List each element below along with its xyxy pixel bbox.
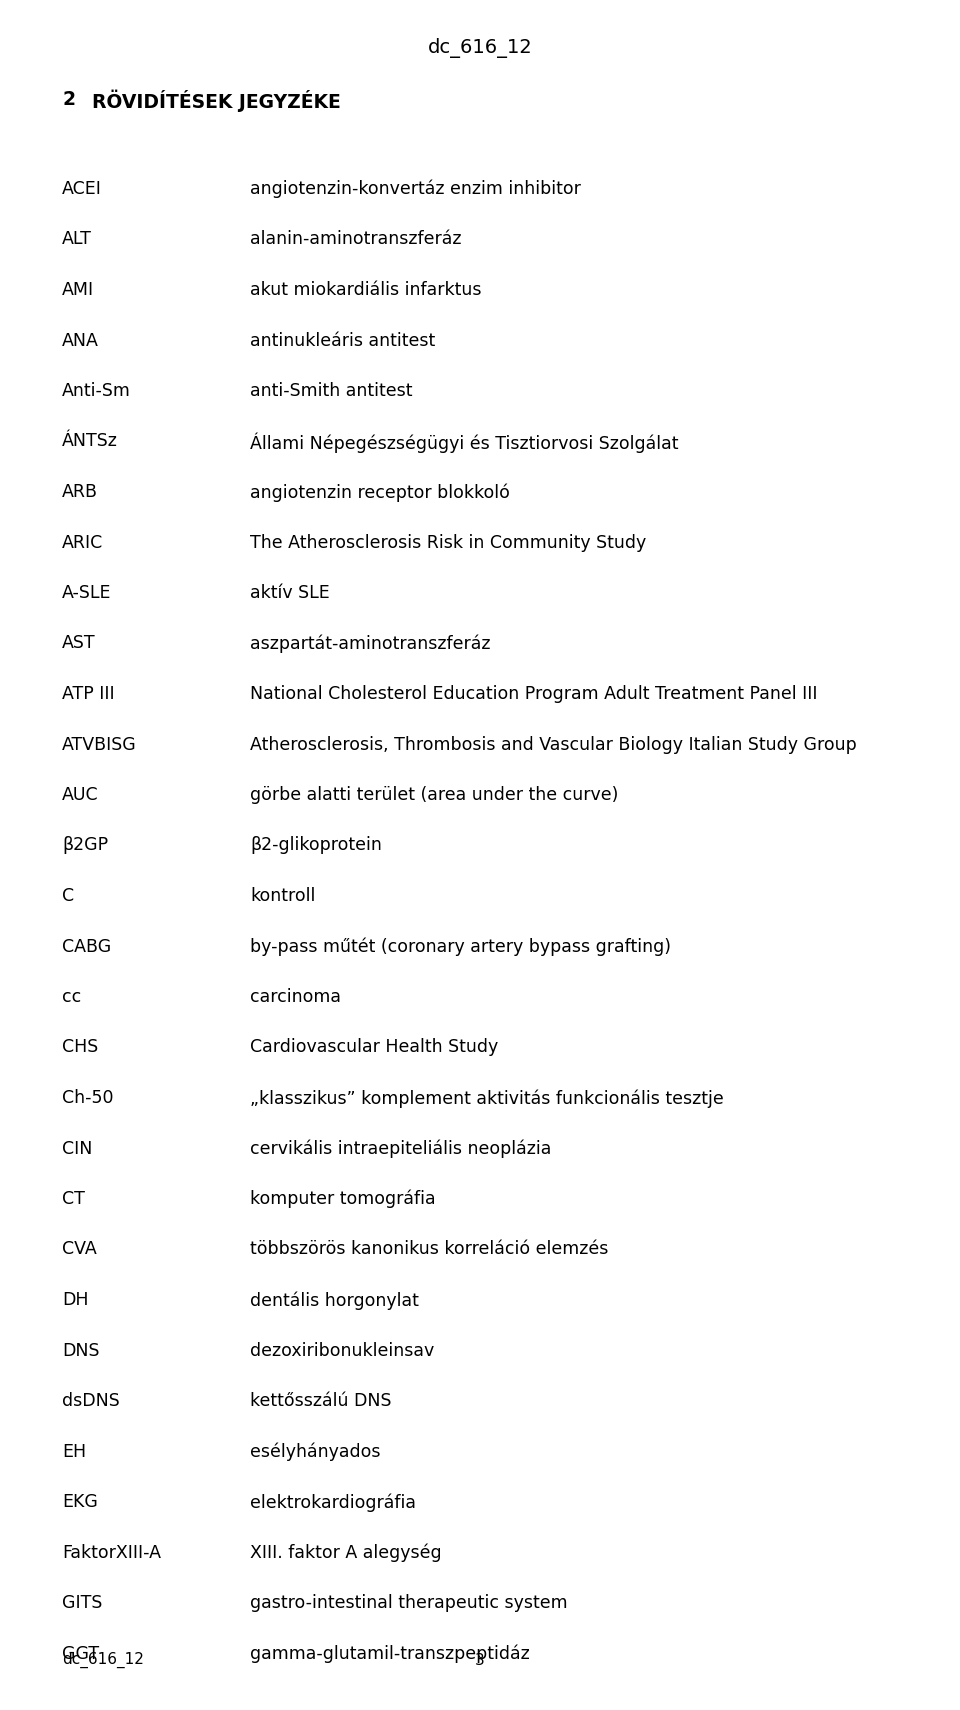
Text: ATVBISG: ATVBISG bbox=[62, 735, 136, 754]
Text: anti-Smith antitest: anti-Smith antitest bbox=[250, 381, 413, 400]
Text: aszpartát-aminotranszferáz: aszpartát-aminotranszferáz bbox=[250, 634, 491, 653]
Text: elektrokardiográfia: elektrokardiográfia bbox=[250, 1493, 416, 1512]
Text: dezoxiribonukleinsav: dezoxiribonukleinsav bbox=[250, 1342, 434, 1359]
Text: CHS: CHS bbox=[62, 1038, 98, 1057]
Text: görbe alatti terület (area under the curve): görbe alatti terület (area under the cur… bbox=[250, 787, 618, 804]
Text: dc_616_12: dc_616_12 bbox=[62, 1652, 144, 1667]
Text: dsDNS: dsDNS bbox=[62, 1392, 120, 1411]
Text: kontroll: kontroll bbox=[250, 887, 316, 905]
Text: 3: 3 bbox=[475, 1654, 485, 1667]
Text: Anti-Sm: Anti-Sm bbox=[62, 381, 131, 400]
Text: C: C bbox=[62, 887, 74, 905]
Text: ATP III: ATP III bbox=[62, 686, 114, 703]
Text: Cardiovascular Health Study: Cardiovascular Health Study bbox=[250, 1038, 498, 1057]
Text: angiotenzin receptor blokkoló: angiotenzin receptor blokkoló bbox=[250, 482, 510, 501]
Text: CIN: CIN bbox=[62, 1139, 92, 1158]
Text: GITS: GITS bbox=[62, 1594, 103, 1613]
Text: antinukleáris antitest: antinukleáris antitest bbox=[250, 332, 435, 349]
Text: CT: CT bbox=[62, 1190, 84, 1207]
Text: gastro-intestinal therapeutic system: gastro-intestinal therapeutic system bbox=[250, 1594, 567, 1613]
Text: „klasszikus” komplement aktivitás funkcionális tesztje: „klasszikus” komplement aktivitás funkci… bbox=[250, 1089, 724, 1108]
Text: cc: cc bbox=[62, 988, 82, 1005]
Text: by-pass műtét (coronary artery bypass grafting): by-pass műtét (coronary artery bypass gr… bbox=[250, 937, 671, 956]
Text: kettősszálú DNS: kettősszálú DNS bbox=[250, 1392, 392, 1411]
Text: cervikális intraepiteliális neoplázia: cervikális intraepiteliális neoplázia bbox=[250, 1139, 551, 1158]
Text: A-SLE: A-SLE bbox=[62, 585, 111, 602]
Text: CABG: CABG bbox=[62, 937, 111, 956]
Text: dc_616_12: dc_616_12 bbox=[427, 38, 533, 58]
Text: The Atherosclerosis Risk in Community Study: The Atherosclerosis Risk in Community St… bbox=[250, 534, 646, 552]
Text: ARIC: ARIC bbox=[62, 534, 104, 552]
Text: AUC: AUC bbox=[62, 787, 99, 804]
Text: FaktorXIII-A: FaktorXIII-A bbox=[62, 1544, 161, 1561]
Text: esélyhányados: esélyhányados bbox=[250, 1443, 380, 1460]
Text: ALT: ALT bbox=[62, 231, 92, 248]
Text: National Cholesterol Education Program Adult Treatment Panel III: National Cholesterol Education Program A… bbox=[250, 686, 818, 703]
Text: CVA: CVA bbox=[62, 1240, 97, 1259]
Text: Atherosclerosis, Thrombosis and Vascular Biology Italian Study Group: Atherosclerosis, Thrombosis and Vascular… bbox=[250, 735, 856, 754]
Text: angiotenzin-konvertáz enzim inhibitor: angiotenzin-konvertáz enzim inhibitor bbox=[250, 180, 581, 198]
Text: EH: EH bbox=[62, 1443, 86, 1460]
Text: AMI: AMI bbox=[62, 280, 94, 299]
Text: β2-glikoprotein: β2-glikoprotein bbox=[250, 836, 382, 855]
Text: ANA: ANA bbox=[62, 332, 99, 349]
Text: dentális horgonylat: dentális horgonylat bbox=[250, 1291, 419, 1310]
Text: GGT: GGT bbox=[62, 1645, 99, 1662]
Text: komputer tomográfia: komputer tomográfia bbox=[250, 1190, 436, 1209]
Text: β2GP: β2GP bbox=[62, 836, 108, 855]
Text: aktív SLE: aktív SLE bbox=[250, 585, 329, 602]
Text: Ch-50: Ch-50 bbox=[62, 1089, 113, 1106]
Text: RÖVIDÍTÉSEK JEGYZÉKE: RÖVIDÍTÉSEK JEGYZÉKE bbox=[92, 91, 341, 113]
Text: gamma-glutamil-transzpeptidáz: gamma-glutamil-transzpeptidáz bbox=[250, 1645, 530, 1664]
Text: DNS: DNS bbox=[62, 1342, 100, 1359]
Text: EKG: EKG bbox=[62, 1493, 98, 1512]
Text: ACEI: ACEI bbox=[62, 180, 102, 198]
Text: XIII. faktor A alegység: XIII. faktor A alegység bbox=[250, 1544, 442, 1561]
Text: carcinoma: carcinoma bbox=[250, 988, 341, 1005]
Text: Állami Népegészségügyi és Tisztiorvosi Szolgálat: Állami Népegészségügyi és Tisztiorvosi S… bbox=[250, 433, 679, 453]
Text: ÁNTSz: ÁNTSz bbox=[62, 433, 118, 450]
Text: ARB: ARB bbox=[62, 482, 98, 501]
Text: többszörös kanonikus korreláció elemzés: többszörös kanonikus korreláció elemzés bbox=[250, 1240, 609, 1259]
Text: 2: 2 bbox=[62, 91, 75, 109]
Text: DH: DH bbox=[62, 1291, 88, 1308]
Text: akut miokardiális infarktus: akut miokardiális infarktus bbox=[250, 280, 482, 299]
Text: AST: AST bbox=[62, 634, 96, 653]
Text: alanin-aminotranszferáz: alanin-aminotranszferáz bbox=[250, 231, 462, 248]
